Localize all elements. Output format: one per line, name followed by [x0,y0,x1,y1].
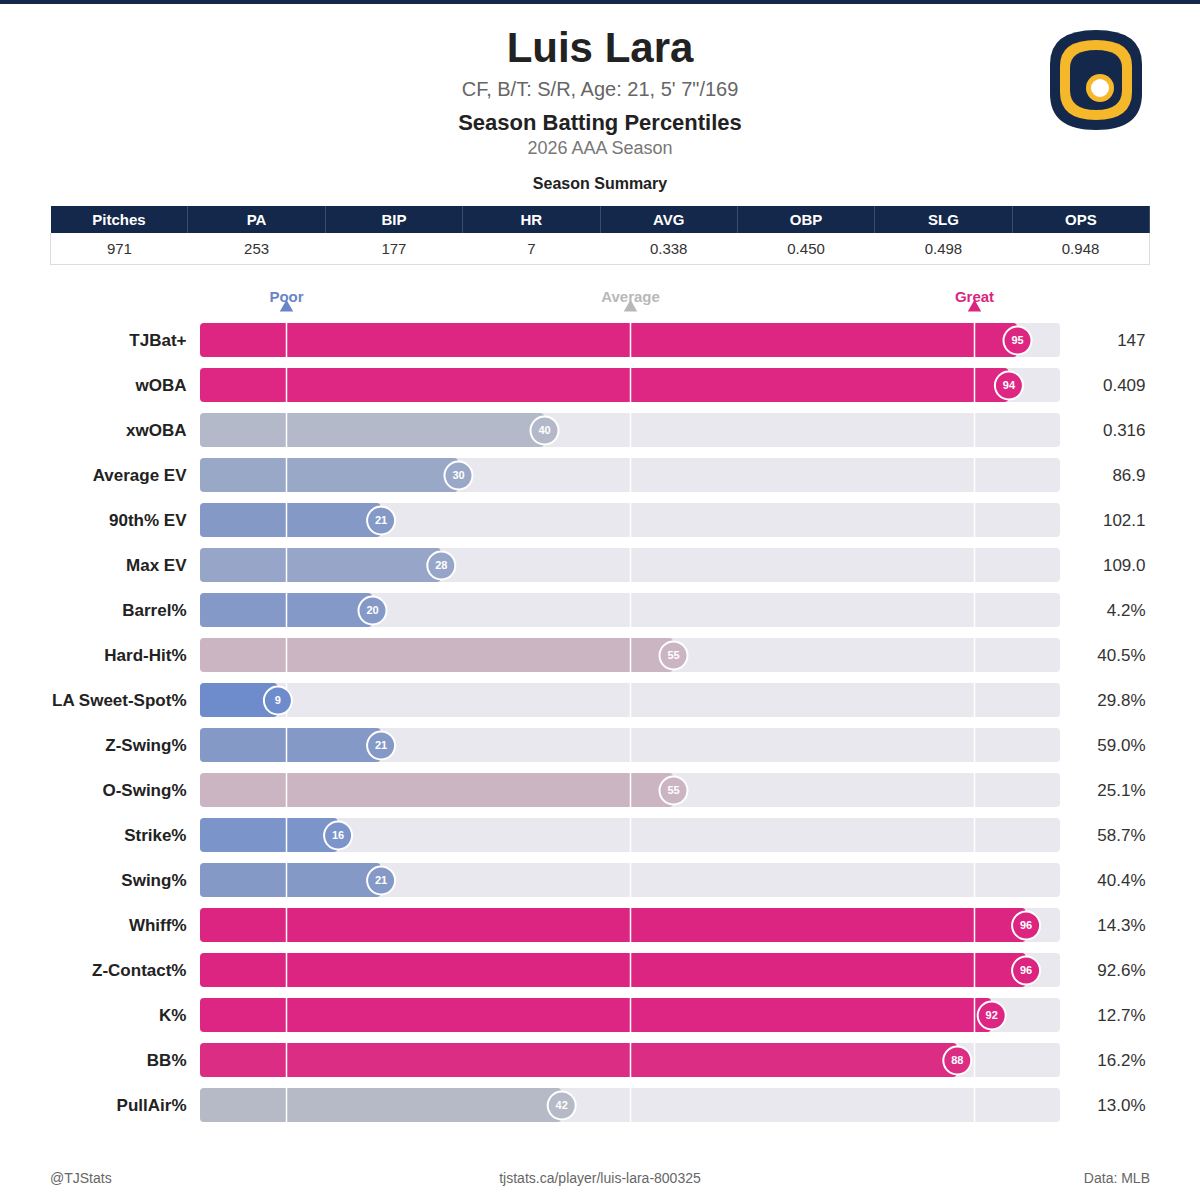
svg-text:16.2%: 16.2% [1097,1051,1145,1070]
svg-text:40.5%: 40.5% [1097,646,1145,665]
svg-text:96: 96 [1020,919,1032,931]
html-text:0.948: 0.948 [1061,240,1100,257]
svg-text:Whiff%: Whiff% [129,916,187,935]
svg-text:95: 95 [1011,334,1023,346]
svg-text:Great: Great [955,288,994,305]
svg-text:21: 21 [375,514,387,526]
svg-text:40.4%: 40.4% [1097,871,1145,890]
svg-text:Swing%: Swing% [121,871,186,890]
svg-text:92: 92 [986,1009,998,1021]
svg-text:Poor: Poor [269,288,303,305]
svg-text:TJBat+: TJBat+ [129,331,186,350]
svg-text:Z-Swing%: Z-Swing% [105,736,186,755]
html-text:OPS: OPS [1065,211,1097,228]
html-text:AVG: AVG [653,211,685,228]
svg-text:86.9: 86.9 [1112,466,1145,485]
svg-text:14.3%: 14.3% [1097,916,1145,935]
html-text:0.498: 0.498 [924,240,963,257]
svg-text:Strike%: Strike% [124,826,186,845]
svg-text:Average EV: Average EV [93,466,188,485]
svg-text:Hard-Hit%: Hard-Hit% [104,646,186,665]
html-text:253: 253 [244,240,270,257]
svg-text:55: 55 [667,784,679,796]
svg-text:16: 16 [332,829,344,841]
svg-text:90th% EV: 90th% EV [109,511,187,530]
html-text:0.450: 0.450 [787,240,825,257]
svg-text:55: 55 [667,649,679,661]
html-text:SLG: SLG [928,211,959,228]
svg-text:40: 40 [538,424,550,436]
html-text:HR: HR [520,211,543,228]
html-text:Data: MLB: Data: MLB [1083,1170,1150,1186]
svg-text:LA Sweet-Spot%: LA Sweet-Spot% [52,691,186,710]
svg-text:29.8%: 29.8% [1097,691,1145,710]
html-text:PA: PA [246,211,267,228]
html-text:2026 AAA Season: 2026 AAA Season [527,138,673,158]
svg-text:Z-Contact%: Z-Contact% [92,961,186,980]
svg-text:20: 20 [366,604,378,616]
svg-text:0.316: 0.316 [1103,421,1146,440]
svg-text:96: 96 [1020,964,1032,976]
svg-text:Barrel%: Barrel% [122,601,186,620]
svg-text:28: 28 [435,559,447,571]
svg-text:42: 42 [556,1099,568,1111]
svg-text:94: 94 [1003,379,1016,391]
html-text:971: 971 [106,240,132,257]
svg-text:9: 9 [275,694,281,706]
html-text:177: 177 [381,240,407,257]
svg-text:88: 88 [951,1054,963,1066]
svg-text:12.7%: 12.7% [1097,1006,1145,1025]
html-text:Season Batting Percentiles: Season Batting Percentiles [458,110,742,135]
svg-text:Max EV: Max EV [126,556,187,575]
svg-text:K%: K% [159,1006,186,1025]
svg-text:wOBA: wOBA [135,376,187,395]
svg-text:BB%: BB% [147,1051,187,1070]
svg-text:PullAir%: PullAir% [117,1096,187,1115]
svg-text:O-Swing%: O-Swing% [102,781,186,800]
html-text:7: 7 [527,240,536,257]
svg-text:21: 21 [375,739,387,751]
svg-text:59.0%: 59.0% [1097,736,1145,755]
svg-text:25.1%: 25.1% [1097,781,1145,800]
svg-text:0.409: 0.409 [1103,376,1146,395]
html-text:CF, B/T: S/R, Age: 21, 5' 7"/1: CF, B/T: S/R, Age: 21, 5' 7"/169 [461,78,739,100]
svg-text:xwOBA: xwOBA [126,421,186,440]
svg-text:147: 147 [1117,331,1145,350]
html-text:BIP: BIP [381,211,407,228]
svg-text:13.0%: 13.0% [1097,1096,1145,1115]
html-text:Season Summary: Season Summary [532,175,668,192]
svg-text:21: 21 [375,874,387,886]
html-text:tjstats.ca/player/luis-lara-80: tjstats.ca/player/luis-lara-800325 [499,1170,701,1186]
svg-text:Average: Average [601,288,660,305]
html-text:OBP: OBP [789,211,823,228]
svg-text:58.7%: 58.7% [1097,826,1145,845]
svg-text:30: 30 [452,469,464,481]
html-text:Luis Lara: Luis Lara [506,24,694,71]
svg-text:4.2%: 4.2% [1107,601,1146,620]
svg-text:109.0: 109.0 [1103,556,1146,575]
html-text:Pitches: Pitches [92,211,146,228]
html-text:0.338: 0.338 [649,240,688,257]
svg-text:102.1: 102.1 [1103,511,1146,530]
html-text:@TJStats: @TJStats [50,1170,112,1186]
svg-text:92.6%: 92.6% [1097,961,1145,980]
